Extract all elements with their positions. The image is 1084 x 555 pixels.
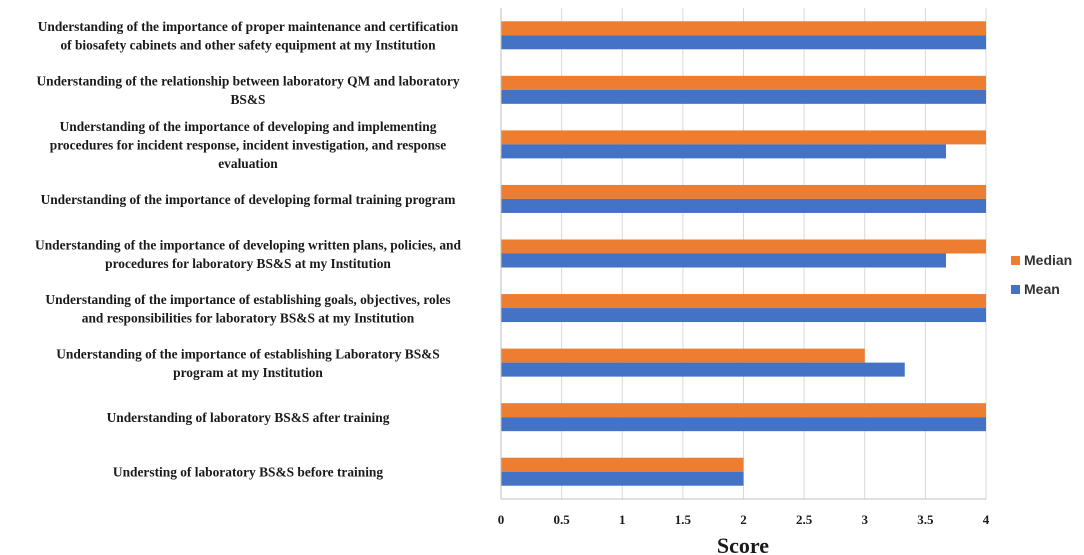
- category-label: Understanding of the importance of devel…: [41, 192, 456, 207]
- bar-mean: [501, 362, 905, 377]
- category-label: Understanding of the importance of estab…: [45, 292, 450, 326]
- x-tick-label: 3.5: [917, 512, 934, 527]
- bar-median: [501, 348, 865, 363]
- bar-mean: [501, 144, 946, 159]
- x-tick-label: 1: [619, 512, 626, 527]
- legend-swatch-mean: [1011, 285, 1020, 294]
- bar-mean: [501, 198, 986, 213]
- x-tick-label: 3: [862, 512, 869, 527]
- category-label: Understing of laboratory BS&S before tra…: [113, 465, 383, 480]
- bar-mean: [501, 471, 744, 486]
- bar-median: [501, 184, 986, 199]
- bar-median: [501, 21, 986, 36]
- axes: [500, 8, 986, 500]
- legend-swatch-median: [1011, 256, 1020, 265]
- x-tick-label: 0.5: [554, 512, 571, 527]
- bar-mean: [501, 417, 986, 432]
- bar-median: [501, 403, 986, 418]
- category-label: Understanding of the relationship betwee…: [36, 74, 459, 108]
- bar-mean: [501, 308, 986, 323]
- bars: [501, 21, 986, 486]
- x-tick-label: 4: [983, 512, 990, 527]
- category-label: Understanding of the importance of estab…: [56, 346, 440, 380]
- bar-median: [501, 130, 986, 145]
- category-label: Understanding of laboratory BS&S after t…: [107, 410, 390, 425]
- x-tick-label: 2.5: [796, 512, 813, 527]
- x-tick-label: 0: [498, 512, 505, 527]
- legend-label-median: Median: [1024, 252, 1072, 268]
- category-label: Understanding of the importance of devel…: [50, 119, 446, 171]
- x-tick-labels: 0 0.5 1 1.5 2 2.5 3 3.5 4: [498, 512, 990, 527]
- bar-median: [501, 294, 986, 309]
- bar-mean: [501, 35, 986, 50]
- category-label: Understanding of the importance of prope…: [38, 19, 459, 53]
- bar-mean: [501, 253, 946, 268]
- x-tick-label: 2: [740, 512, 747, 527]
- category-labels: Understanding of the importance of prope…: [35, 19, 461, 480]
- legend-label-mean: Mean: [1024, 281, 1060, 297]
- bar-median: [501, 457, 744, 472]
- bar-mean: [501, 89, 986, 104]
- x-tick-label: 1.5: [675, 512, 692, 527]
- category-label: Understanding of the importance of devel…: [35, 237, 461, 271]
- x-axis-title: Score: [717, 533, 769, 555]
- bar-median: [501, 239, 986, 254]
- bar-median: [501, 75, 986, 90]
- legend: Median Mean: [1011, 252, 1072, 297]
